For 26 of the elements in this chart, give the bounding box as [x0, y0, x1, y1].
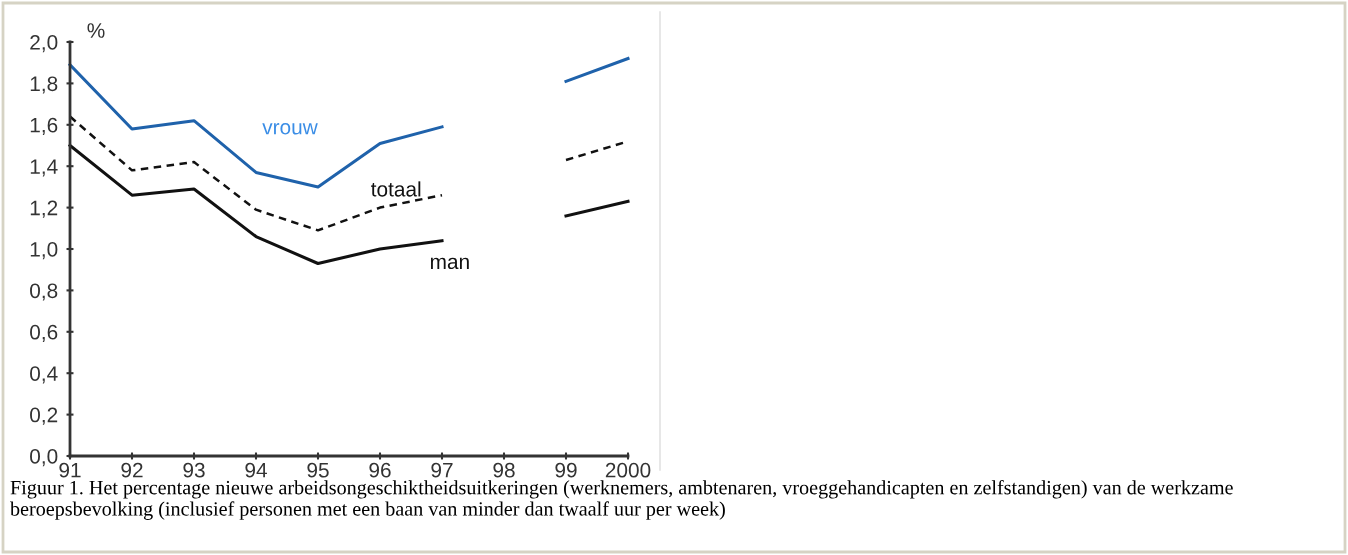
y-axis-title: %	[87, 23, 105, 38]
y-tick-label: 1,4	[30, 159, 58, 177]
text: Figuur 1. Het percentage nieuwe arbeidsongeschiktheidsuitkeringen (werknemers, ambtenaren, vroeggehandicapten en zelfstandigen) van de werkzame beroepsbevolking (inclusief personen met een baan van minder dan twaalf uur per week)	[10, 480, 1233, 520]
y-tick-label: 1,2	[30, 200, 58, 218]
y-tick-label: 1,8	[30, 76, 58, 94]
x-tick-label: 2000	[605, 462, 651, 478]
y-tick-label: 0,4	[30, 366, 58, 384]
y-tick-label: 0,8	[30, 283, 58, 301]
x-tick-label: 99	[555, 462, 577, 478]
x-tick-label: 91	[59, 462, 81, 478]
y-tick-label: 2,0	[30, 35, 58, 53]
x-tick-label: 94	[245, 462, 267, 478]
x-tick-label: 95	[307, 462, 329, 478]
y-tick-label: 0,6	[30, 324, 58, 343]
y-tick-label: 0,0	[30, 449, 58, 467]
y-tick-label: 1,0	[30, 242, 58, 260]
y-tick-label: 1,6	[30, 117, 58, 136]
x-tick-label: 92	[121, 462, 143, 478]
series-label: totaal	[371, 181, 421, 197]
series-label: man	[430, 257, 469, 270]
x-tick-label: 96	[369, 462, 391, 478]
x-tick-label: 93	[183, 462, 205, 478]
x-tick-label: 97	[431, 462, 453, 478]
series-label: vrouw	[262, 123, 318, 135]
x-tick-label: 98	[493, 462, 515, 478]
y-tick-label: 0,2	[30, 407, 58, 425]
